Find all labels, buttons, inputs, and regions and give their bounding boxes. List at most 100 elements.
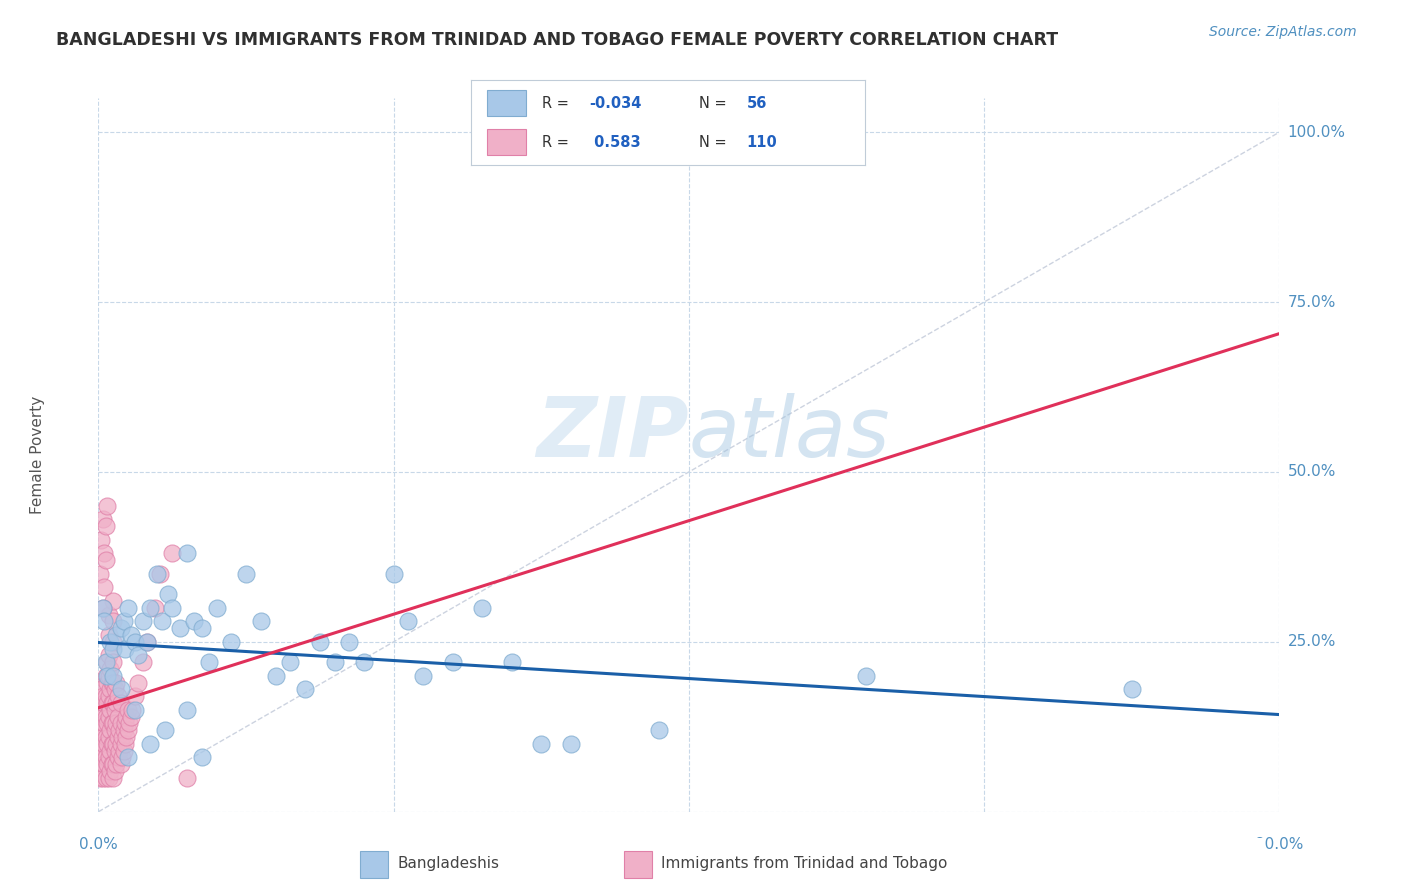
Point (97, 750, 120, 764)
Point (97, 689, 120, 703)
Point (278, 655, 302, 669)
Point (176, 546, 198, 560)
Point (143, 600, 166, 615)
Point (94, 669, 117, 683)
Point (90, 743, 112, 757)
Point (115, 730, 138, 744)
Point (118, 716, 141, 731)
Point (110, 757, 132, 772)
Point (97, 709, 120, 723)
Point (110, 696, 132, 710)
Point (94, 771, 117, 785)
Point (94, 689, 117, 703)
Point (90, 723, 112, 738)
Point (412, 669, 434, 683)
FancyBboxPatch shape (486, 129, 526, 155)
Text: BANGLADESHI VS IMMIGRANTS FROM TRINIDAD AND TOBAGO FEMALE POVERTY CORRELATION CH: BANGLADESHI VS IMMIGRANTS FROM TRINIDAD … (56, 31, 1059, 49)
Point (560, 737, 582, 751)
Point (648, 723, 671, 738)
Point (127, 675, 149, 690)
Point (96, 655, 118, 669)
Point (96, 499, 118, 513)
Point (96, 675, 118, 690)
Point (176, 703, 198, 717)
Point (124, 635, 146, 649)
Point (112, 615, 135, 629)
Point (103, 675, 125, 690)
Point (97, 771, 120, 785)
Point (117, 750, 139, 764)
Point (124, 689, 146, 703)
Point (139, 600, 162, 615)
Point (110, 737, 132, 751)
Text: 110: 110 (747, 135, 778, 150)
Point (110, 716, 132, 731)
Point (91, 600, 114, 615)
Point (104, 703, 127, 717)
FancyBboxPatch shape (360, 851, 388, 878)
Point (309, 635, 332, 649)
Point (90, 764, 112, 778)
Point (114, 737, 136, 751)
Point (530, 737, 553, 751)
Point (353, 655, 375, 669)
Point (382, 566, 405, 581)
FancyBboxPatch shape (624, 851, 652, 878)
Point (98, 723, 121, 738)
Point (124, 703, 146, 717)
Point (90, 682, 112, 697)
Point (191, 750, 214, 764)
Point (120, 628, 142, 642)
Point (97, 628, 120, 642)
Point (149, 566, 172, 581)
Point (114, 716, 136, 731)
FancyBboxPatch shape (486, 90, 526, 116)
Point (105, 675, 128, 690)
Point (146, 566, 169, 581)
Point (103, 696, 125, 710)
Point (112, 743, 135, 757)
Text: R =: R = (541, 95, 574, 111)
Point (94, 750, 117, 764)
Point (191, 621, 214, 635)
Point (100, 716, 122, 731)
Point (93, 696, 115, 710)
Point (103, 669, 125, 683)
Point (97, 607, 120, 622)
Point (89, 750, 111, 764)
Point (98, 635, 121, 649)
Point (91, 600, 114, 615)
Point (93, 737, 115, 751)
Point (96, 716, 118, 731)
Point (103, 716, 125, 731)
Point (132, 655, 155, 669)
Point (103, 757, 125, 772)
Point (110, 682, 132, 697)
Text: N =: N = (699, 95, 731, 111)
Point (100, 757, 122, 772)
Point (117, 723, 139, 738)
Point (111, 730, 134, 744)
Point (235, 566, 257, 581)
Point (89, 737, 111, 751)
Point (114, 641, 136, 656)
Point (139, 737, 162, 751)
Point (150, 615, 173, 629)
Point (104, 723, 127, 738)
Text: Female Poverty: Female Poverty (31, 396, 45, 514)
Point (90, 703, 112, 717)
Point (198, 655, 221, 669)
Point (98, 743, 121, 757)
Point (93, 757, 115, 772)
Point (111, 750, 134, 764)
Point (94, 730, 117, 744)
Point (103, 771, 125, 785)
Point (107, 750, 129, 764)
Point (156, 587, 179, 601)
Text: ZIP: ZIP (536, 393, 689, 474)
Point (91, 730, 114, 744)
Point (107, 709, 129, 723)
Text: -0.034: -0.034 (589, 95, 641, 111)
Point (153, 723, 176, 738)
Point (103, 594, 125, 608)
